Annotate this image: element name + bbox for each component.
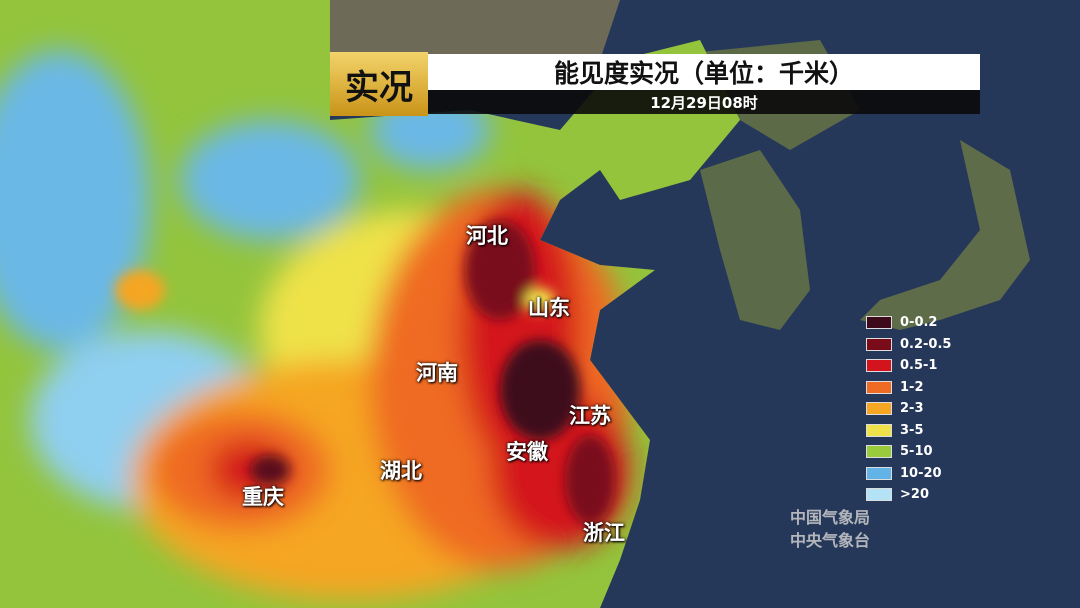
legend-item: 3-5 xyxy=(866,420,951,442)
legend-label: 1-2 xyxy=(900,379,924,395)
province-label-hebei: 河北 xyxy=(466,224,508,248)
legend-label: 3-5 xyxy=(900,422,924,438)
province-label-zhejiang: 浙江 xyxy=(583,521,625,545)
legend-label: 10-20 xyxy=(900,465,942,481)
legend-swatch xyxy=(866,423,892,437)
map-time: 12月29日08时 xyxy=(428,90,980,114)
legend-swatch xyxy=(866,402,892,416)
province-label-jiangsu: 江苏 xyxy=(569,404,611,428)
legend-item: 5-10 xyxy=(866,441,951,463)
legend-item: 0.5-1 xyxy=(866,355,951,377)
legend-label: 2-3 xyxy=(900,401,924,417)
legend-item: 0.2-0.5 xyxy=(866,334,951,356)
korea-land xyxy=(700,150,810,330)
legend-swatch xyxy=(866,488,892,502)
legend-swatch xyxy=(866,337,892,351)
province-label-henan: 河南 xyxy=(416,361,458,385)
japan-land xyxy=(860,140,1030,330)
legend: 0-0.2 0.2-0.5 0.5-1 1-2 2-3 3-5 5-10 10-20 >20 xyxy=(866,312,951,506)
province-label-chongqing: 重庆 xyxy=(242,485,284,509)
legend-swatch xyxy=(866,359,892,373)
legend-swatch xyxy=(866,316,892,330)
watermark-nmc: 中央气象台 xyxy=(790,531,871,550)
province-label-shandong: 山东 xyxy=(528,296,570,320)
legend-label: 0-0.2 xyxy=(900,315,938,331)
legend-label: 0.2-0.5 xyxy=(900,336,952,352)
legend-label: 5-10 xyxy=(900,444,933,460)
title-banner: 实况 能见度实况（单位：千米） 12月29日08时 xyxy=(330,52,980,116)
legend-item: 10-20 xyxy=(866,463,951,485)
legend-label: 0.5-1 xyxy=(900,358,938,374)
province-label-hubei: 湖北 xyxy=(380,459,422,483)
map-title: 能见度实况（单位：千米） xyxy=(428,54,980,90)
legend-label: >20 xyxy=(900,487,929,503)
legend-swatch xyxy=(866,380,892,394)
legend-item: 1-2 xyxy=(866,377,951,399)
legend-item: 2-3 xyxy=(866,398,951,420)
watermark-cma: 中国气象局 xyxy=(790,508,871,527)
legend-swatch xyxy=(866,466,892,480)
province-label-anhui: 安徽 xyxy=(506,440,548,464)
legend-item: 0-0.2 xyxy=(866,312,951,334)
legend-item: >20 xyxy=(866,484,951,506)
live-tag: 实况 xyxy=(330,52,428,116)
legend-swatch xyxy=(866,445,892,459)
